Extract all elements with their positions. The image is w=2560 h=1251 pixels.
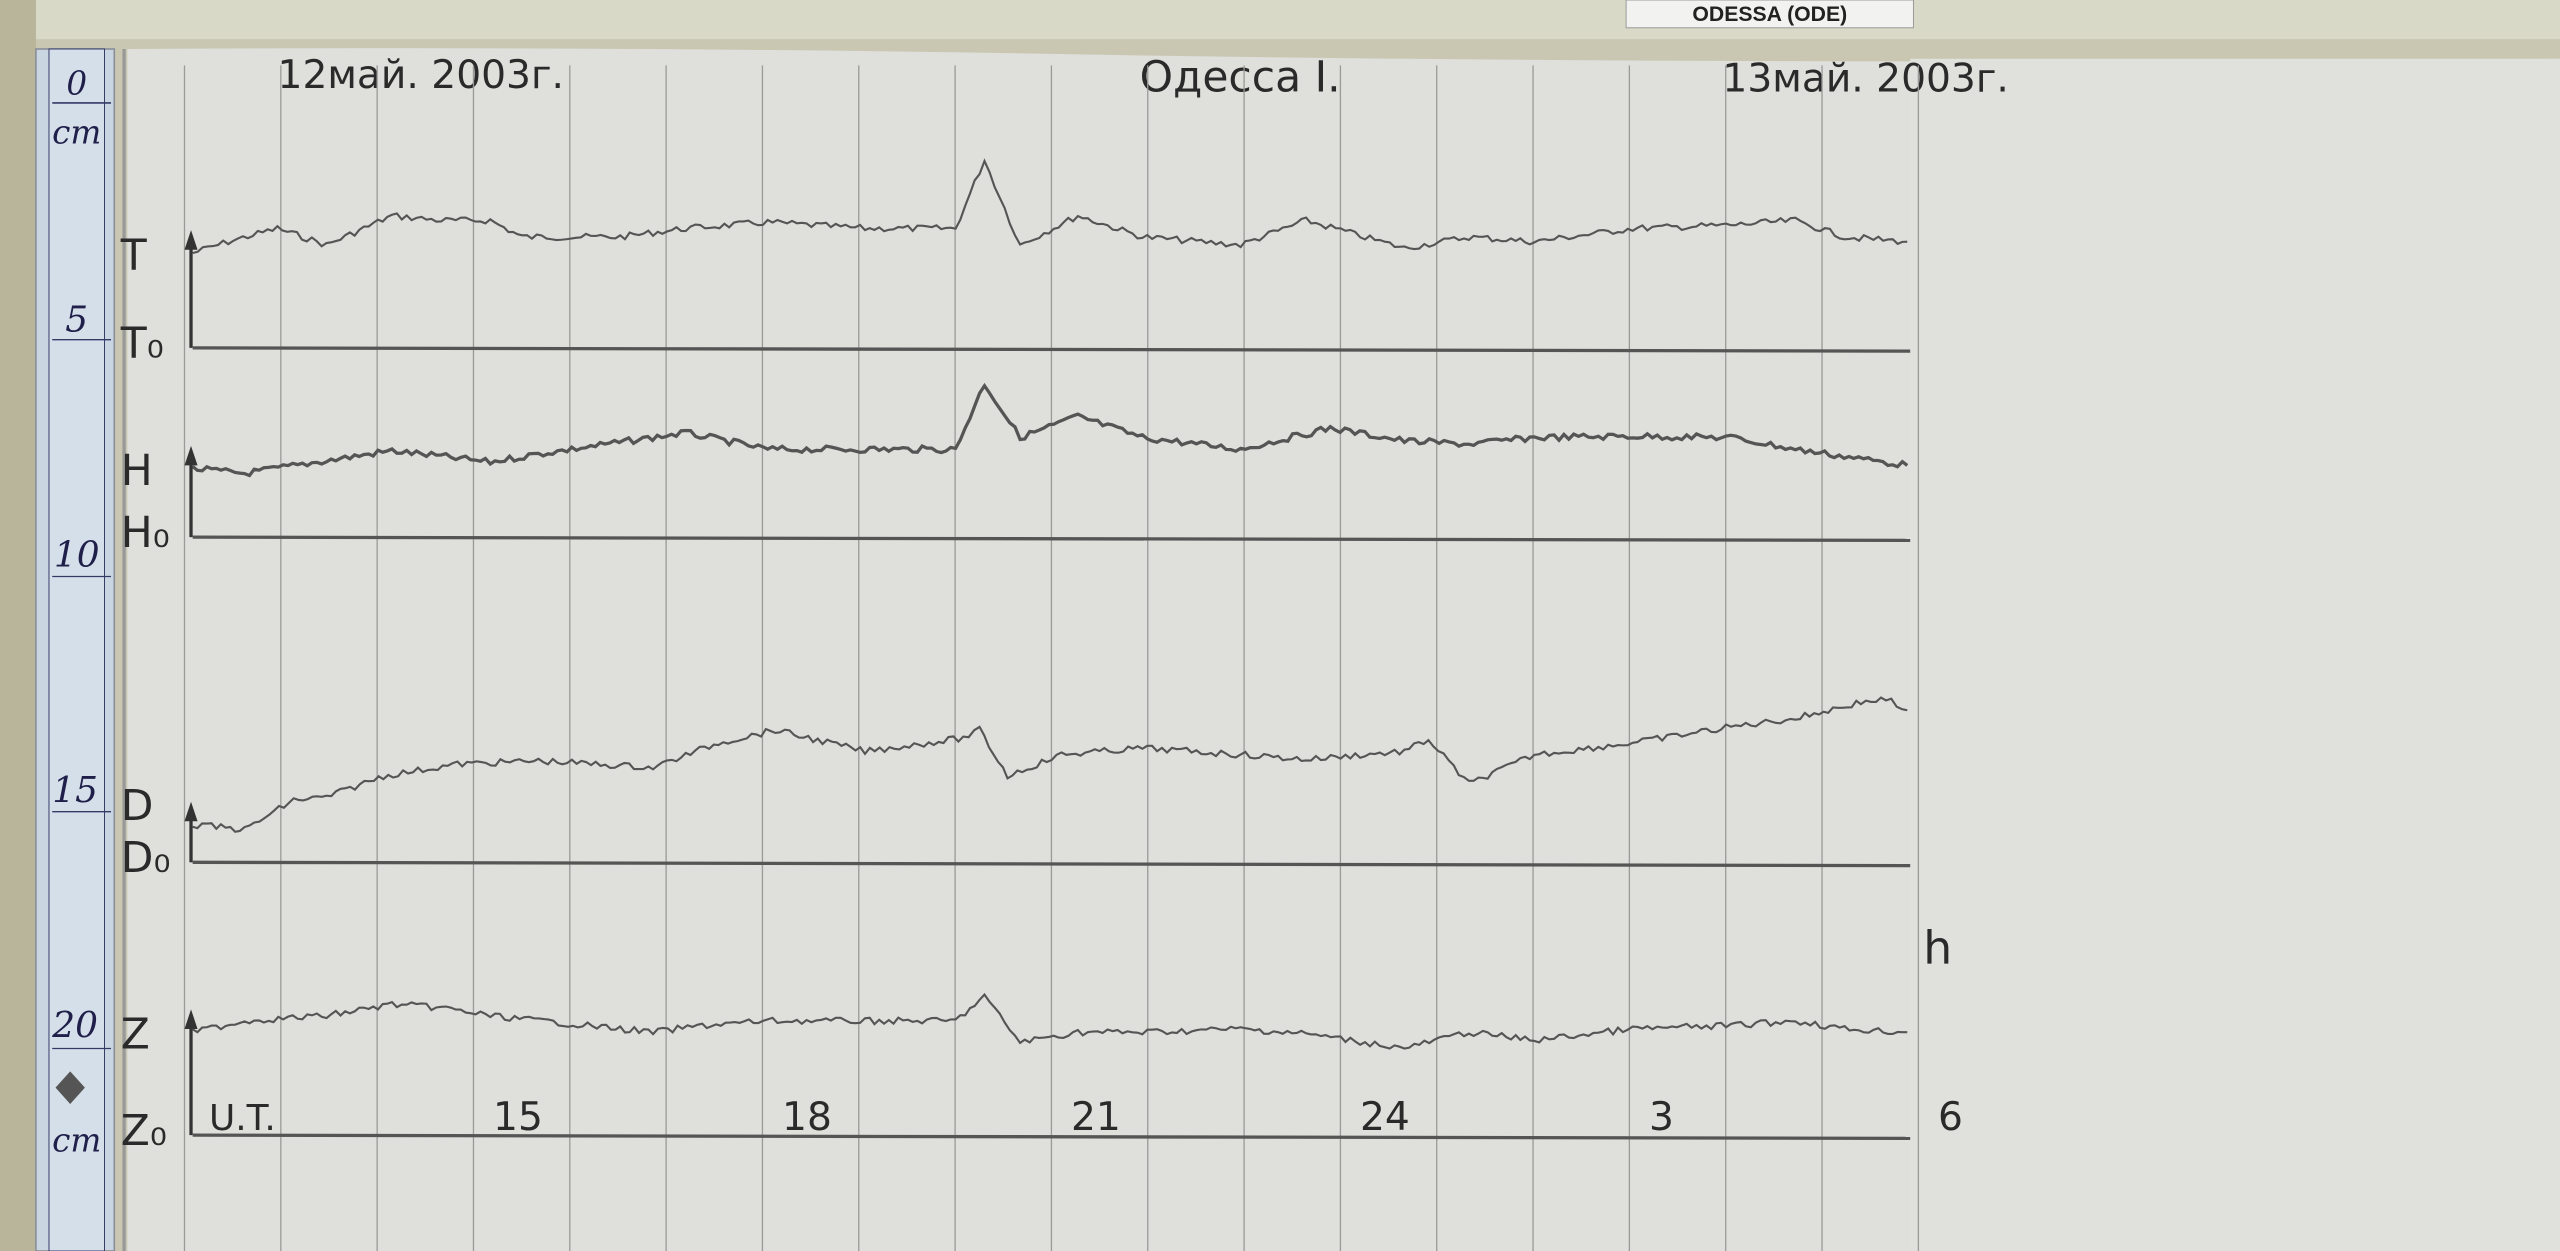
baseline-H bbox=[192, 535, 1911, 543]
cm-ruler: 0 cm 5 10 15 20 cm bbox=[35, 48, 116, 1251]
baseline-Z bbox=[192, 1133, 1911, 1141]
date-end: 13май. 2003г. bbox=[1722, 56, 2008, 101]
arrow-head-icon bbox=[184, 1009, 198, 1029]
station-label: ODESSA (ODE) bbox=[1625, 0, 1914, 29]
left-frame bbox=[0, 0, 36, 1251]
trace-T bbox=[192, 158, 1908, 255]
station-label-text: ODESSA (ODE) bbox=[1692, 3, 1847, 26]
baseline-D bbox=[192, 860, 1911, 868]
baseline-label-D: D₀ bbox=[121, 834, 171, 883]
traces bbox=[184, 158, 1911, 1141]
station-title: Одесса I. bbox=[1140, 53, 1341, 102]
ruler-tick-5: 5 bbox=[65, 300, 88, 341]
baseline-label-T: T₀ bbox=[120, 320, 164, 369]
baseline-label-Z: Z₀ bbox=[121, 1107, 167, 1156]
ruler-tick-20: 20 bbox=[51, 1005, 98, 1046]
trace-label-Z: Z bbox=[121, 1011, 150, 1060]
baseline-label-H: H₀ bbox=[121, 509, 170, 558]
trace-H bbox=[191, 382, 1909, 478]
trace-label-H: H bbox=[121, 447, 153, 496]
paper-margin bbox=[1910, 58, 2560, 1251]
hour-gridlines bbox=[183, 65, 1920, 1251]
ruler-tick-0: 0 bbox=[66, 65, 87, 103]
trace-D bbox=[192, 696, 1908, 833]
x-tick-labels: U.T. h 15 18 21 24 3 6 bbox=[209, 922, 1963, 1141]
arrow-head-icon bbox=[184, 801, 198, 822]
ruler-tick-15: 15 bbox=[52, 770, 98, 811]
ruler-tick-10: 10 bbox=[54, 535, 100, 576]
arrow-head-icon bbox=[184, 230, 198, 250]
date-start: 12май. 2003г. bbox=[278, 53, 564, 98]
trace-label-D: D bbox=[121, 782, 154, 831]
trace-label-T: T bbox=[120, 231, 148, 280]
x-tick-label: 24 bbox=[1360, 1095, 1410, 1140]
x-tick-label: 15 bbox=[493, 1095, 543, 1140]
top-frame bbox=[0, 0, 2560, 40]
ruler-bottom-unit: cm bbox=[52, 1121, 101, 1159]
arrow-head-icon bbox=[184, 445, 198, 466]
x-tick-label: 3 bbox=[1649, 1095, 1674, 1140]
x-axis-label: U.T. bbox=[209, 1098, 276, 1139]
x-tick-label: 18 bbox=[782, 1095, 832, 1140]
x-tick-label: 6 bbox=[1938, 1095, 1963, 1140]
pin-icon bbox=[55, 1071, 85, 1105]
x-tick-label: 21 bbox=[1071, 1095, 1121, 1140]
x-unit-label: h bbox=[1923, 922, 1952, 975]
trace-labels: T T₀ H H₀ DD₀ Z Z₀ bbox=[120, 231, 171, 1156]
baseline-T bbox=[192, 346, 1911, 353]
trace-Z bbox=[192, 992, 1908, 1050]
ruler-unit: cm bbox=[52, 114, 101, 152]
